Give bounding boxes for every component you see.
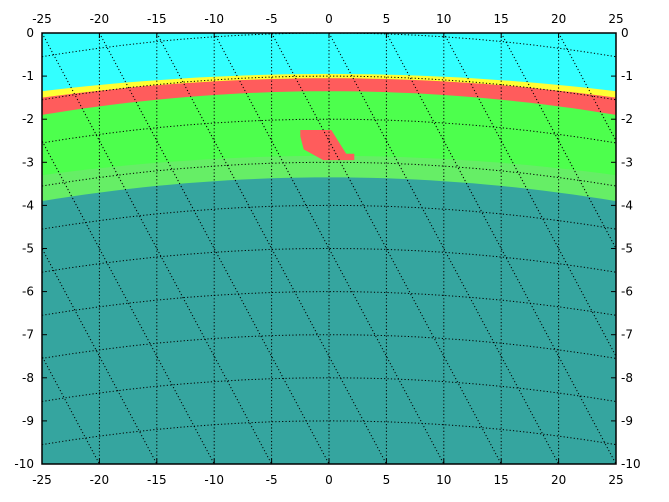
mesh-curved-line <box>42 377 616 402</box>
y-tick-label-left: -6 <box>22 285 34 299</box>
y-tick-label-right: -1 <box>621 69 633 83</box>
mesh-curved-line <box>42 334 616 359</box>
x-tick-label-top: 10 <box>436 12 451 26</box>
axis-tick-labels: -25-25-20-20-15-15-10-10-5-5005510101515… <box>14 12 640 487</box>
y-tick-label-left: -9 <box>22 414 34 428</box>
x-tick-label-bottom: 0 <box>325 473 333 487</box>
mesh-curved-line <box>42 204 616 230</box>
mesh-curved-line <box>42 247 616 273</box>
y-tick-label-left: -2 <box>22 112 34 126</box>
x-tick-label-top: 0 <box>325 12 333 26</box>
x-tick-label-bottom: 15 <box>494 473 509 487</box>
x-tick-label-top: 5 <box>383 12 391 26</box>
x-tick-label-bottom: -5 <box>266 473 278 487</box>
y-tick-label-left: 0 <box>26 26 34 40</box>
mesh-curved-line <box>42 420 616 446</box>
y-tick-label-right: -4 <box>621 198 633 212</box>
y-tick-label-left: -1 <box>22 69 34 83</box>
y-tick-label-right: -2 <box>621 112 633 126</box>
x-tick-label-top: 25 <box>608 12 623 26</box>
y-tick-label-right: -10 <box>621 457 641 471</box>
mesh-grid <box>42 33 616 464</box>
x-tick-label-bottom: -20 <box>90 473 110 487</box>
x-tick-label-bottom: -10 <box>204 473 224 487</box>
x-tick-label-top: -25 <box>32 12 52 26</box>
x-tick-label-top: -15 <box>147 12 167 26</box>
y-tick-label-left: -5 <box>22 242 34 256</box>
mesh-curved-line <box>42 118 616 144</box>
y-tick-label-left: -7 <box>22 328 34 342</box>
x-tick-label-bottom: 10 <box>436 473 451 487</box>
axis-ticks <box>41 32 617 465</box>
y-tick-label-left: -8 <box>22 371 34 385</box>
x-tick-label-bottom: 20 <box>551 473 566 487</box>
y-tick-label-left: -4 <box>22 198 34 212</box>
plot-area <box>42 33 616 464</box>
x-tick-label-bottom: 25 <box>608 473 623 487</box>
mesh-curved-line <box>42 75 616 101</box>
y-tick-label-right: 0 <box>621 26 629 40</box>
layer-fills <box>42 33 616 464</box>
x-tick-label-top: -10 <box>204 12 224 26</box>
y-tick-label-left: -10 <box>14 457 34 471</box>
y-tick-label-left: -3 <box>22 155 34 169</box>
mesh-curved-line <box>42 161 616 187</box>
y-tick-label-right: -6 <box>621 285 633 299</box>
anomaly-block <box>300 130 355 161</box>
x-tick-label-bottom: -25 <box>32 473 52 487</box>
y-tick-label-right: -8 <box>621 371 633 385</box>
mesh-curved-line <box>42 33 616 58</box>
x-tick-label-top: -20 <box>90 12 110 26</box>
y-tick-label-right: -3 <box>621 155 633 169</box>
mesh-curved-line <box>42 291 616 316</box>
x-tick-label-top: 15 <box>494 12 509 26</box>
y-tick-label-right: -5 <box>621 242 633 256</box>
x-tick-label-bottom: 5 <box>383 473 391 487</box>
mesh-diagonal-line <box>42 462 43 464</box>
y-tick-label-right: -9 <box>621 414 633 428</box>
x-tick-label-top: 20 <box>551 12 566 26</box>
layer-halfspace <box>42 177 616 464</box>
x-tick-label-bottom: -15 <box>147 473 167 487</box>
x-tick-label-top: -5 <box>266 12 278 26</box>
y-tick-label-right: -7 <box>621 328 633 342</box>
